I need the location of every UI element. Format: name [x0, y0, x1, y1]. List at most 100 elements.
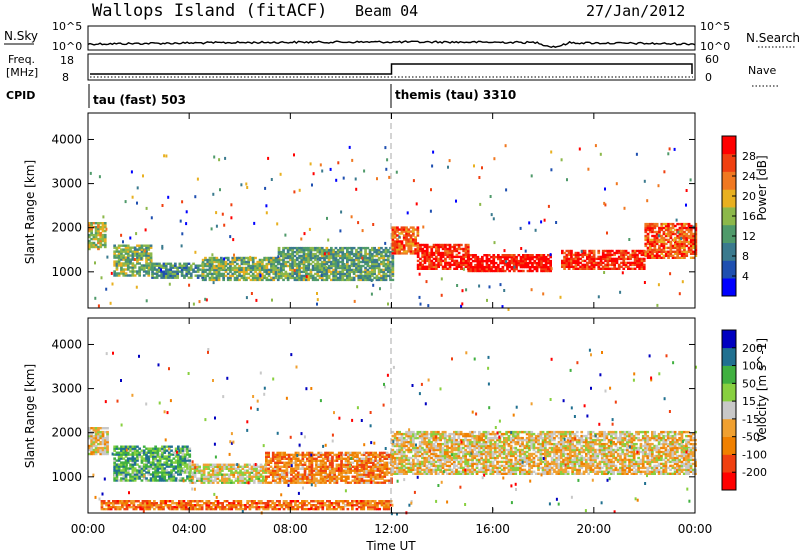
heatmap-cell — [319, 465, 323, 468]
heatmap-cell — [178, 504, 181, 507]
heatmap-cell — [332, 278, 335, 282]
heatmap-cell — [660, 256, 664, 259]
heatmap-cell — [250, 500, 254, 503]
heatmap-cell — [383, 463, 387, 466]
heatmap-cell — [120, 463, 123, 466]
heatmap-cell — [115, 256, 119, 259]
heatmap-cell — [110, 271, 113, 275]
heatmap-cell — [274, 270, 278, 274]
heatmap-cell — [455, 263, 459, 267]
heatmap-cell — [201, 262, 205, 266]
heatmap-cell — [415, 202, 418, 206]
heatmap-cell — [531, 255, 534, 259]
heatmap-cell — [508, 263, 511, 267]
heatmap-cell — [309, 252, 313, 256]
heatmap-cell — [183, 471, 187, 474]
heatmap-cell — [298, 248, 301, 252]
heatmap-cell — [358, 461, 362, 464]
heatmap-cell — [181, 457, 185, 460]
heatmap-cell — [155, 268, 159, 271]
heatmap-cell — [685, 236, 689, 240]
heatmap-cell — [191, 477, 195, 480]
heatmap-cell — [474, 269, 477, 273]
heatmap-cell — [242, 266, 246, 270]
heatmap-cell — [231, 266, 235, 270]
heatmap-cell — [335, 467, 339, 470]
heatmap-cell — [270, 264, 273, 268]
heatmap-cell — [122, 268, 126, 271]
heatmap-cell — [327, 258, 331, 262]
heatmap-cell — [154, 479, 157, 482]
heatmap-cell — [457, 243, 461, 247]
heatmap-cell — [133, 254, 137, 257]
heatmap-cell — [633, 253, 637, 257]
heatmap-cell — [356, 473, 359, 476]
heatmap-cell — [567, 263, 571, 267]
heatmap-cell — [311, 268, 315, 272]
heatmap-cell — [633, 257, 637, 261]
heatmap-cell — [319, 504, 322, 507]
heatmap-cell — [280, 274, 283, 278]
heatmap-cell — [265, 262, 269, 266]
heatmap-cell — [486, 298, 488, 302]
heatmap-cell — [220, 266, 223, 270]
heatmap-cell — [132, 507, 136, 511]
heatmap-cell — [316, 246, 320, 250]
heatmap-cell — [193, 475, 197, 478]
heatmap-cell — [247, 268, 250, 272]
heatmap-cell — [428, 263, 431, 267]
heatmap-cell — [362, 451, 366, 455]
heatmap-cell — [409, 230, 413, 233]
heatmap-cell — [269, 469, 273, 472]
heatmap-cell — [506, 254, 509, 257]
heatmap-cell — [131, 246, 135, 249]
heatmap-cell — [550, 267, 553, 271]
heatmap-cell — [174, 467, 178, 470]
heatmap-cell — [649, 256, 652, 259]
heatmap-cell — [174, 270, 177, 273]
heatmap-cell — [355, 262, 358, 266]
heatmap-cell — [305, 272, 308, 276]
heatmap-cell — [158, 447, 162, 450]
heatmap-cell — [455, 259, 459, 263]
heatmap-cell — [291, 262, 294, 266]
heatmap-cell — [528, 259, 532, 263]
heatmap-cell — [126, 246, 130, 249]
heatmap-cell — [366, 272, 370, 276]
heatmap-cell — [301, 465, 305, 468]
heatmap-cell — [515, 257, 518, 261]
heatmap-cell — [328, 477, 332, 480]
heatmap-cell — [372, 467, 375, 470]
heatmap-cell — [689, 246, 693, 250]
heatmap-cell — [239, 504, 243, 507]
heatmap-cell — [581, 253, 585, 257]
heatmap-cell — [312, 453, 316, 457]
heatmap-cell — [430, 265, 434, 268]
heatmap-cell — [644, 238, 648, 242]
heatmap-cell — [372, 473, 375, 476]
heatmap-cell — [312, 469, 316, 472]
heatmap-cell — [474, 257, 477, 261]
heatmap-cell — [662, 222, 666, 226]
heatmap-cell — [147, 471, 151, 474]
heatmap-cell — [120, 447, 123, 450]
heatmap-cell — [310, 505, 313, 509]
heatmap-cell — [350, 215, 353, 219]
heatmap-cell — [303, 232, 306, 236]
heatmap-cell — [276, 455, 280, 458]
heatmap-cell — [117, 250, 121, 253]
heatmap-cell — [185, 262, 189, 265]
heatmap-cell — [257, 475, 261, 478]
heatmap-cell — [377, 264, 381, 268]
heatmap-cell — [369, 459, 373, 462]
nave-tick-high: 60 — [705, 53, 719, 66]
heatmap-cell — [328, 505, 331, 509]
heatmap-cell — [182, 505, 186, 509]
heatmap-cell — [678, 246, 682, 250]
heatmap-cell — [332, 260, 335, 264]
heatmap-cell — [145, 447, 148, 450]
heatmap-cell — [122, 256, 126, 259]
heatmap-cell — [159, 507, 163, 511]
heatmap-cell — [601, 267, 605, 270]
heatmap-cell — [319, 455, 323, 458]
